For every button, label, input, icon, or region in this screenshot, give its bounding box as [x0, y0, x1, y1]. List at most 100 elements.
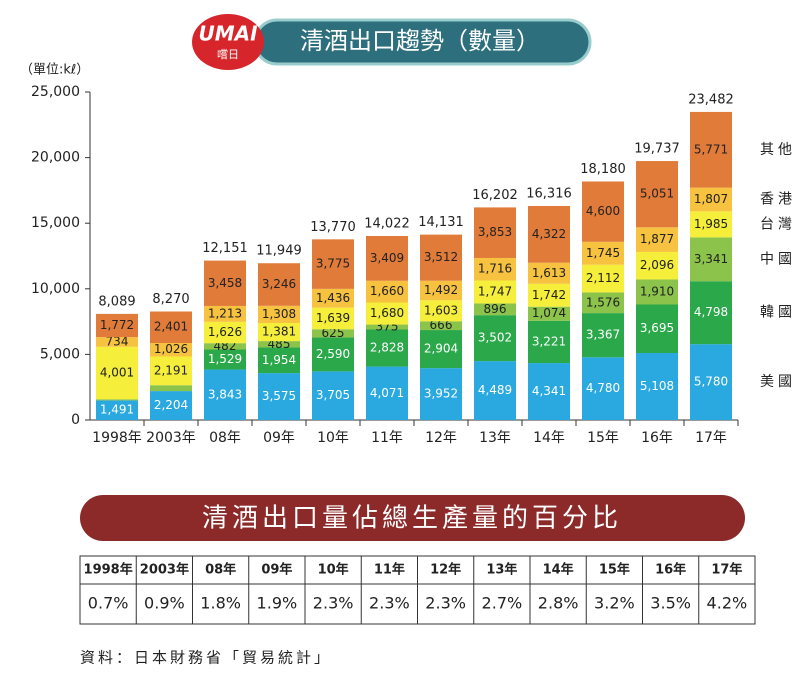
total-label: 8,089 [98, 294, 135, 309]
total-label: 23,482 [688, 92, 734, 107]
value-label: 3,853 [478, 225, 512, 239]
bar-segment [312, 337, 354, 372]
bar-segment [690, 344, 732, 420]
bar-segment [150, 391, 192, 420]
table-header: 11年 [374, 562, 405, 578]
bar-segment [312, 288, 354, 308]
bar-segment [420, 330, 462, 369]
bar-segment [528, 320, 570, 364]
bar-segment [690, 237, 732, 282]
x-tick-label: 10年 [317, 430, 349, 446]
bar-segment [96, 400, 138, 420]
value-label: 4,001 [100, 365, 134, 379]
legend-label: 其他 [760, 142, 796, 158]
table-header: 2003年 [140, 562, 189, 578]
bar-segment [96, 346, 138, 400]
table-cell: 2.3% [313, 594, 354, 613]
bar-segment [420, 321, 462, 331]
value-label: 5,051 [640, 187, 674, 201]
bar-segment [582, 264, 624, 293]
y-label: （單位:kℓ） [20, 63, 89, 78]
x-tick-label: 08年 [209, 430, 241, 446]
value-label: 5,780 [694, 375, 728, 389]
bar-segment [96, 399, 138, 401]
bar-segment [366, 302, 408, 325]
value-label: 896 [484, 302, 507, 316]
table-cell: 3.5% [650, 594, 691, 613]
bar-segment [690, 187, 732, 212]
bar-segment [582, 292, 624, 314]
value-label: 1,603 [424, 303, 458, 317]
value-label: 625 [322, 326, 345, 340]
x-tick-label: 17年 [695, 430, 727, 446]
value-label: 3,952 [424, 387, 458, 401]
x-tick-label: 13年 [479, 430, 511, 446]
bar-segment [258, 305, 300, 323]
logo: UMAI [198, 22, 258, 46]
value-label: 2,401 [154, 320, 188, 334]
table-header: 08年 [205, 562, 236, 578]
y-tick-label: 15,000 [31, 215, 80, 231]
value-label: 3,221 [532, 334, 566, 348]
y-tick-label: 10,000 [31, 281, 80, 297]
value-label: 5,108 [640, 379, 674, 393]
bar-segment [528, 306, 570, 321]
bar-segment [474, 280, 516, 304]
total-label: 13,770 [310, 220, 356, 235]
table-cell: 0.7% [88, 594, 129, 613]
bar-segment [366, 329, 408, 367]
bar-segment [258, 263, 300, 306]
legend-label: 香港 [760, 191, 796, 207]
value-label: 2,204 [154, 398, 188, 412]
table-header: 16年 [655, 562, 686, 578]
value-label: 2,096 [640, 258, 674, 272]
bar-segment [366, 280, 408, 303]
bar-segment [150, 356, 192, 386]
table-cell: 2.3% [369, 594, 410, 613]
bar-segment [420, 280, 462, 301]
table-cell: 0.9% [144, 594, 185, 613]
value-label: 1,877 [640, 232, 674, 246]
x-tick-label: 14年 [533, 430, 565, 446]
total-label: 16,202 [472, 188, 518, 203]
bar-segment [420, 368, 462, 420]
table-cell: 2.8% [538, 594, 579, 613]
bar-segment [636, 251, 678, 280]
value-label: 734 [106, 334, 129, 348]
legend-label: 韓國 [760, 305, 796, 321]
y-tick-label: 20,000 [31, 150, 80, 166]
bar-segment [204, 349, 246, 370]
bar-segment [582, 313, 624, 358]
value-label: 2,904 [424, 342, 458, 356]
bar-segment [204, 321, 246, 344]
value-label: 1,716 [478, 262, 512, 276]
bar-segment [366, 236, 408, 281]
value-label: 1,074 [532, 306, 566, 320]
value-label: 4,489 [478, 383, 512, 397]
bar-segment [312, 239, 354, 289]
value-label: 1,436 [316, 291, 350, 305]
bar-segment [690, 111, 732, 188]
value-label: 3,367 [586, 328, 620, 342]
value-label: 1,026 [154, 342, 188, 356]
value-label: 1,954 [262, 353, 296, 367]
bar-segment [366, 324, 408, 330]
table-title: 清酒出口量佔總生產量的百分比 [202, 504, 622, 534]
bar-segment [366, 366, 408, 420]
table-header: 10年 [318, 562, 349, 578]
value-label: 1,742 [532, 288, 566, 302]
x-tick-label: 15年 [587, 430, 619, 446]
bar-segment [582, 357, 624, 420]
value-label: 4,780 [586, 381, 620, 395]
y-tick-label: 5,000 [40, 346, 80, 362]
value-label: 1,613 [532, 266, 566, 280]
value-label: 1,985 [694, 217, 728, 231]
bar-segment [258, 347, 300, 374]
value-label: 3,512 [424, 250, 458, 264]
value-label: 1,492 [424, 283, 458, 297]
bar-segment [474, 257, 516, 281]
value-label: 1,639 [316, 311, 350, 325]
value-label: 3,705 [316, 388, 350, 402]
table-cell: 2.7% [482, 594, 523, 613]
y-tick-label: 25,000 [31, 84, 80, 100]
